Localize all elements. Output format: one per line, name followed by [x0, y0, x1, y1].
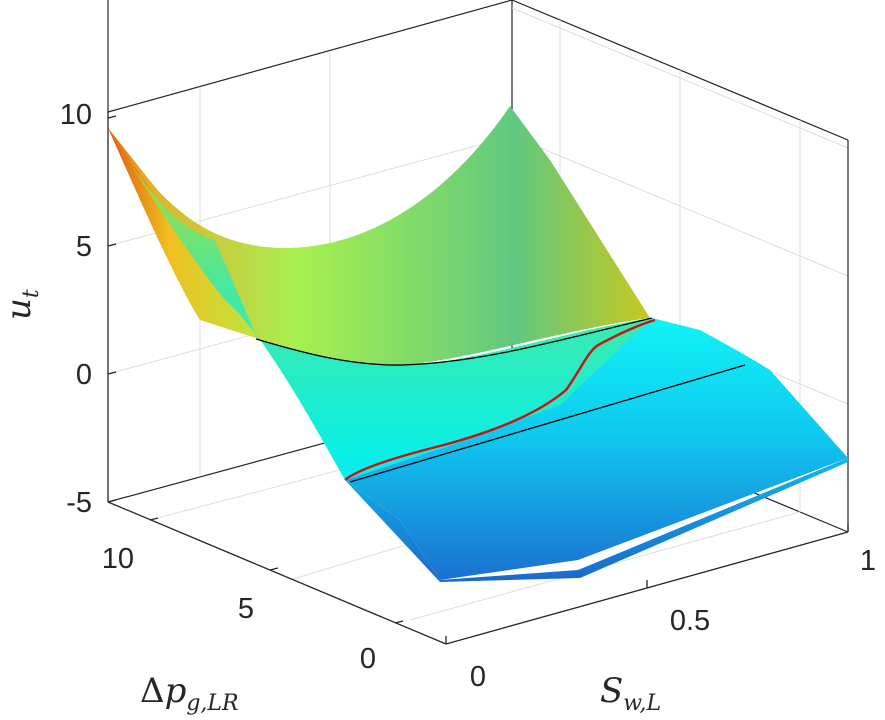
surface-flat-terrace — [345, 318, 848, 580]
z-tick-label-0: 0 — [76, 359, 92, 391]
black-curve-upper — [255, 317, 653, 366]
y-tick-label-0: 0 — [360, 643, 376, 675]
tick-marks — [107, 115, 849, 644]
z-axis-label: ut — [0, 289, 44, 320]
z-tick-5 — [107, 243, 117, 247]
x-tick-label-0: 0 — [470, 661, 486, 693]
x-tick-label-1: 1 — [860, 545, 876, 577]
z-tick-10 — [107, 115, 117, 119]
y-tick-0 — [394, 620, 404, 624]
z-tick-labels: 10 5 0 -5 — [60, 99, 92, 519]
z-tick-label-neg5: -5 — [66, 487, 92, 519]
z-tick-label-5: 5 — [76, 231, 92, 263]
black-curve-lower — [349, 364, 746, 483]
red-curve — [344, 318, 656, 481]
y-tick-5 — [269, 567, 279, 571]
surface-curves — [255, 317, 746, 483]
x-tick-label-0.5: 0.5 — [670, 605, 710, 637]
back-wall-top — [107, 0, 513, 113]
y-tick-label-10: 10 — [102, 543, 134, 575]
y-axis-label: Δpg,LR — [140, 671, 239, 716]
y-axis-line — [107, 501, 447, 645]
z-tick-0 — [107, 371, 117, 375]
y-tick-10 — [149, 517, 159, 521]
x-axis-label: Sw,L — [600, 671, 661, 716]
y-tick-labels: 10 5 0 — [102, 543, 376, 675]
y-tick-label-5: 5 — [238, 593, 254, 625]
z-tick-neg5 — [107, 499, 117, 503]
surface-bowl-back — [108, 106, 650, 365]
x-tick-labels: 0 0.5 1 — [470, 545, 876, 693]
z-tick-label-10: 10 — [60, 99, 92, 131]
surface — [108, 106, 848, 582]
